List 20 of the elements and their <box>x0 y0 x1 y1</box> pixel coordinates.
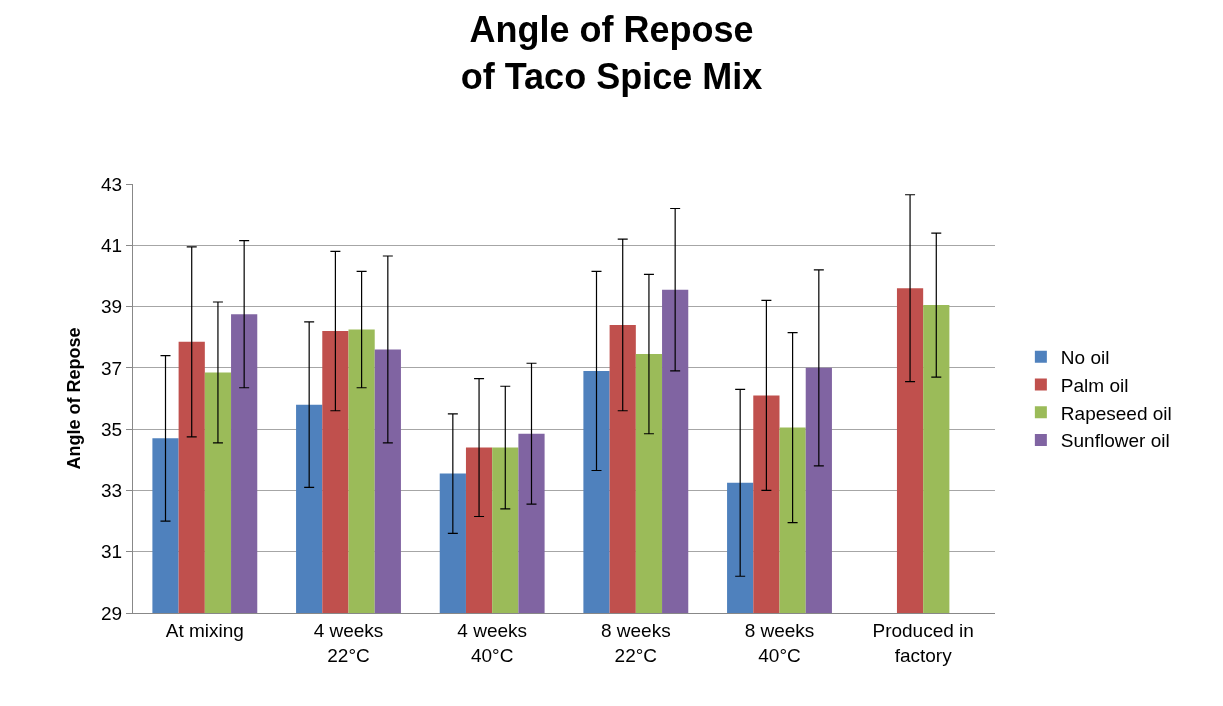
x-tick-label: 4 weeks 22°C <box>313 619 384 666</box>
x-tick-label: 4 weeks 40°C <box>457 619 528 666</box>
y-tick-label: 43 <box>101 173 123 195</box>
y-axis-title: Angle of Repose <box>64 327 85 470</box>
x-tick-label: At mixing <box>165 619 244 641</box>
x-tick-label: Produced in factory <box>872 619 974 666</box>
y-tick-label: 33 <box>101 480 123 502</box>
y-tick-label: 41 <box>101 234 123 256</box>
x-tick-label: 8 weeks 22°C <box>600 619 671 666</box>
chart-title: Angle of Repose of Taco Spice Mix <box>460 9 763 98</box>
legend-label: Rapeseed oil <box>1060 402 1172 424</box>
legend-label: Sunflower oil <box>1060 430 1170 452</box>
x-tick-label: 8 weeks 40°C <box>744 619 815 666</box>
y-tick-label: 39 <box>101 296 123 318</box>
legend-label: Palm oil <box>1060 374 1129 396</box>
y-tick-label: 35 <box>101 418 123 440</box>
y-tick-label: 31 <box>101 541 123 563</box>
y-tick-label: 37 <box>101 357 123 379</box>
y-tick-label: 29 <box>101 602 123 624</box>
legend-label: No oil <box>1060 347 1110 369</box>
